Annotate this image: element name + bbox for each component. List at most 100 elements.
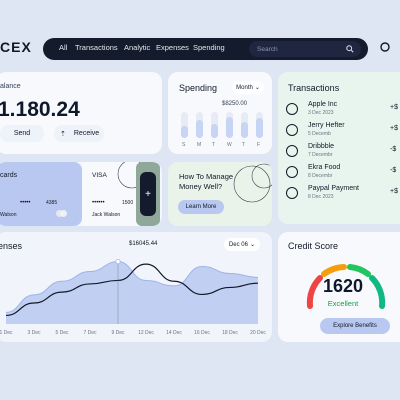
top-bar: CEX All Transactions Analytic Expenses S…: [0, 32, 400, 62]
receive-label: Receive: [73, 130, 100, 137]
transaction-amount: +$: [390, 125, 398, 132]
receive-icon: ⇡: [60, 130, 66, 138]
expenses-chart: 1 Dec 3 Dec 5 Dec 7 Dec 9 Dec 12 Dec 14 Dec 16 …: [0, 259, 266, 336]
nav-item-transactions[interactable]: Transactions: [75, 43, 118, 52]
gauge-segment-orange: [321, 264, 347, 277]
receive-button[interactable]: ⇡ Receive: [54, 125, 104, 142]
expenses-x-tick-label: 12 Dec: [138, 330, 154, 336]
spending-period-label: Month: [236, 84, 253, 91]
spending-title: Spending: [179, 83, 218, 93]
send-button[interactable]: Send: [0, 125, 44, 142]
expenses-peak-point[interactable]: [115, 259, 121, 265]
bank-card-1[interactable]: cards ••••• 4385 Walson: [0, 162, 82, 226]
promo-card: How To Manage Money Well? Learn More: [168, 162, 272, 226]
cards-card: cards ••••• 4385 Walson VISA •••••• 1500…: [0, 162, 162, 226]
transaction-row[interactable]: Ekra Food 8 Decembr -$: [278, 163, 400, 183]
spending-day-label: F: [257, 142, 261, 148]
expenses-line-series-1: [5, 261, 259, 313]
transaction-name: Dribbble: [308, 143, 335, 150]
card-logo-icon: [56, 210, 63, 217]
balance-label: alance: [0, 83, 21, 90]
transactions-title: Transactions: [288, 83, 340, 93]
credit-title: Credit Score: [288, 241, 339, 251]
transaction-logo-icon: [286, 187, 298, 199]
plus-icon: +: [145, 188, 151, 200]
balance-amount: 1.180.24: [0, 98, 80, 121]
transactions-card: Transactions Apple Inc 3 Dec 2023 +$ Jer…: [278, 72, 400, 224]
transaction-row[interactable]: Jerry Hefter 5 Decemb +$: [278, 121, 400, 141]
explore-benefits-button[interactable]: Explore Benefits: [320, 318, 390, 334]
search-input[interactable]: [249, 41, 361, 57]
spending-bar[interactable]: [196, 120, 203, 138]
gauge-segment-teal: [369, 275, 386, 309]
nav-item-expenses[interactable]: Expenses: [156, 43, 189, 52]
gauge-segment-red: [306, 275, 323, 309]
card-mask: •••••: [20, 200, 31, 206]
transaction-logo-icon: [286, 124, 298, 136]
card-logo-icon: [60, 210, 67, 217]
transaction-amount: -$: [390, 146, 397, 153]
card-mask: ••••••: [92, 200, 105, 206]
expenses-peak-label: $16045.44: [129, 241, 158, 247]
expenses-x-tick-label: 9 Dec: [111, 330, 125, 336]
transaction-amount: +$: [390, 104, 398, 111]
card2-brand: VISA: [92, 172, 107, 179]
spending-day-label: T: [212, 142, 216, 148]
transaction-amount: +$: [390, 188, 398, 195]
nav-item-all[interactable]: All: [59, 43, 68, 52]
expenses-x-tick-label: 16 Dec: [194, 330, 210, 336]
credit-rating: Excellent: [327, 299, 359, 308]
transaction-name: Apple Inc: [308, 101, 338, 108]
spending-day-label: W: [227, 142, 232, 148]
transaction-name: Jerry Hefter: [308, 122, 345, 129]
promo-decoration-icon: [233, 163, 272, 203]
transaction-row[interactable]: Dribbble 7 Decembr -$: [278, 142, 400, 162]
expenses-period-label: Dec 06: [228, 241, 248, 248]
transaction-row[interactable]: Paypal Payment 8 Dec 2023 +$: [278, 184, 400, 204]
spending-bar[interactable]: [181, 126, 188, 138]
transaction-logo-icon: [286, 166, 298, 178]
cards-title: cards: [0, 172, 18, 179]
spending-bar-track: [181, 112, 188, 138]
search-icon[interactable]: [346, 45, 354, 53]
learn-more-button[interactable]: Learn More: [178, 200, 224, 214]
profile-icon[interactable]: [380, 42, 390, 52]
transaction-date: 7 Decembr: [308, 152, 333, 158]
expenses-card: enses Dec 06 ⌄ $16045.44 1 Dec 3 Dec 5 Dec…: [0, 232, 272, 342]
spending-day-label: T: [242, 142, 246, 148]
expenses-x-tick-label: 14 Dec: [166, 330, 182, 336]
add-card-panel: +: [136, 162, 160, 226]
spending-bar[interactable]: [226, 117, 233, 138]
app-logo: CEX: [0, 39, 32, 55]
promo-title-line1: How To Manage: [179, 172, 234, 181]
credit-gauge: [306, 264, 386, 309]
expenses-period-select[interactable]: Dec 06 ⌄: [224, 238, 260, 251]
spending-bar[interactable]: [241, 122, 248, 138]
chevron-down-icon: ⌄: [249, 242, 256, 248]
transaction-amount: -$: [390, 167, 397, 174]
transaction-logo-icon: [286, 103, 298, 115]
expenses-x-tick-label: 5 Dec: [55, 330, 69, 336]
balance-card: alance 1.180.24 Send ⇡ Receive: [0, 72, 162, 154]
expenses-title: enses: [0, 241, 23, 251]
promo-title-line2: Money Well?: [179, 182, 223, 191]
credit-score-value: 1620: [322, 276, 364, 296]
spending-day-label: S: [182, 142, 186, 148]
expenses-area-series-1: [6, 261, 258, 324]
expenses-x-tick-label: 20 Dec: [250, 330, 266, 336]
card2-holder: Jack Walson: [92, 212, 121, 218]
nav-item-analytic[interactable]: Analytic: [124, 43, 151, 52]
add-card-button[interactable]: +: [140, 172, 156, 216]
spending-bar[interactable]: [211, 124, 218, 138]
spending-period-select[interactable]: Month ⌄: [232, 81, 264, 94]
spending-bar[interactable]: [256, 118, 263, 138]
spending-card: Spending Month ⌄ $8250.00 S M T W T F: [168, 72, 272, 154]
expenses-x-tick-label: 1 Dec: [0, 330, 13, 336]
transaction-date: 8 Dec 2023: [308, 194, 334, 200]
transaction-row[interactable]: Apple Inc 3 Dec 2023 +$: [278, 100, 400, 120]
transaction-date: 3 Dec 2023: [308, 110, 334, 116]
transaction-logo-icon: [286, 145, 298, 157]
learn-more-label: Learn More: [185, 204, 217, 210]
card1-number: 4385: [46, 200, 58, 206]
nav-item-spending[interactable]: Spending: [193, 43, 225, 52]
